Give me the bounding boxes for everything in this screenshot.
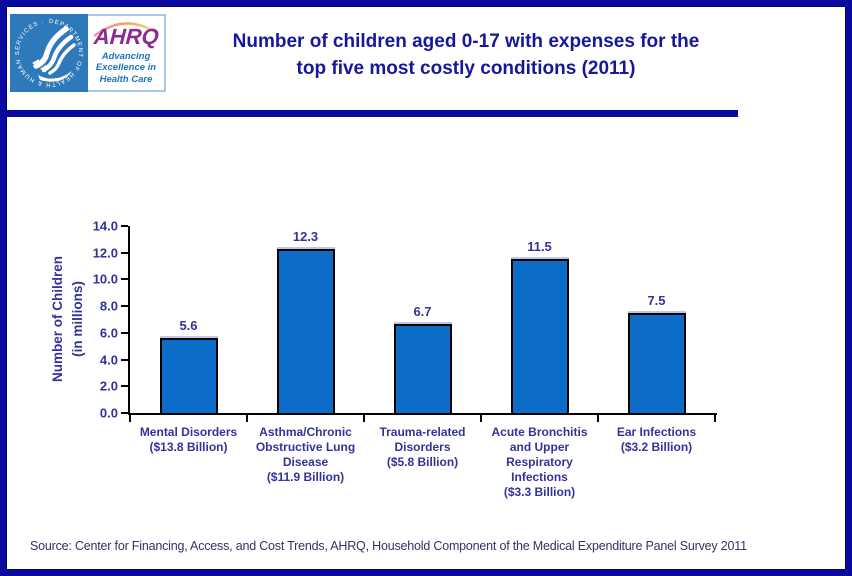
- ahrq-logo: AHRQ Advancing Excellence in Health Care: [88, 14, 166, 92]
- bar-slot: 12.3: [247, 226, 364, 413]
- bar-value-label: 11.5: [527, 239, 552, 255]
- y-axis-tick-label: 8.0: [99, 298, 118, 314]
- x-axis-category-label-line: Trauma-related: [379, 425, 466, 439]
- x-axis-category-label-line: Infections: [511, 470, 568, 484]
- hhs-seal-svg: DEPARTMENT OF HEALTH & HUMAN SERVICES · …: [7, 10, 88, 92]
- y-axis-tick-mark: [121, 385, 128, 388]
- source-note: Source: Center for Financing, Access, an…: [30, 539, 747, 553]
- y-axis-tick-label: 14.0: [92, 218, 118, 234]
- x-axis-line: [128, 413, 717, 415]
- ahrq-tagline: Advancing Excellence in Health Care: [96, 51, 156, 85]
- y-axis-tick-label: 0.0: [99, 405, 118, 421]
- y-axis-tick-mark: [121, 225, 128, 227]
- bar-value-label: 7.5: [647, 292, 666, 308]
- page-title: Number of children aged 0-17 with expens…: [166, 28, 766, 82]
- x-axis-category-label-line: Obstructive Lung: [255, 440, 356, 454]
- x-axis-category-label-line: Ear Infections: [616, 425, 697, 439]
- bar: [510, 259, 569, 413]
- y-axis-tick-label: 10.0: [92, 271, 118, 287]
- x-axis-category-label-line: Asthma/Chronic: [259, 425, 352, 439]
- x-axis-category-label-line: Mental Disorders: [139, 425, 238, 439]
- x-axis-category-label-line: ($3.2 Billion): [620, 440, 693, 454]
- x-axis-tick-mark: [597, 415, 599, 422]
- x-axis-category-label-line: ($3.3 Billion): [503, 485, 576, 499]
- ahrq-acronym-text: AHRQ: [92, 24, 160, 49]
- x-axis-category-label: Acute Bronchitis and Upper Respiratory Infe…: [481, 425, 598, 500]
- x-axis-category-label-line: Disorders: [394, 440, 451, 454]
- x-axis-category-label: Asthma/Chronic Obstructive Lung Disease ($1…: [247, 425, 364, 485]
- bar-value-label: 6.7: [413, 303, 432, 319]
- y-axis-tick-label: 4.0: [99, 352, 118, 368]
- y-axis-tick-mark: [121, 305, 128, 308]
- x-axis-category-label-line: Acute Bronchitis: [491, 425, 588, 439]
- bar: [159, 338, 218, 413]
- bar-slot: 5.6: [130, 226, 247, 413]
- bar-value-label: 12.3: [292, 228, 319, 244]
- x-axis-category-label: Mental Disorders ($13.8 Billion): [130, 425, 247, 455]
- header-logo-block: DEPARTMENT OF HEALTH & HUMAN SERVICES · …: [7, 10, 168, 92]
- ahrq-tagline-line3: Health Care: [99, 73, 153, 85]
- y-axis-tick-label: 6.0: [99, 325, 118, 341]
- y-axis-tick-mark: [121, 278, 128, 281]
- x-axis-tick-mark: [480, 415, 482, 422]
- y-axis-title-line1: Number of Children: [50, 255, 65, 383]
- x-axis-category-label-line: Disease: [282, 455, 329, 469]
- x-axis-category-label: Trauma-related Disorders ($5.8 Billion): [364, 425, 481, 470]
- ahrq-tagline-line1: Advancing: [101, 51, 151, 62]
- y-axis-line: [128, 226, 130, 415]
- bar: [627, 312, 686, 413]
- x-axis-tick-mark: [363, 415, 365, 422]
- y-axis-tick-mark: [121, 358, 128, 361]
- x-axis-category-label-line: and Upper: [509, 440, 570, 454]
- bar-chart-plot-area: 0.0 2.0 4.0 6.0 8.0 10.0 12.0 14.0 5.6 Mental Dis…: [93, 219, 717, 499]
- x-axis-tick-mark: [714, 415, 716, 422]
- y-axis-tick-mark: [121, 251, 128, 254]
- y-axis-tick-mark: [121, 331, 128, 334]
- x-axis-category-label-line: Respiratory: [506, 455, 573, 469]
- ahrq-tagline-line2: Excellence in: [95, 62, 157, 74]
- x-axis-category-label-line: ($11.9 Billion): [266, 470, 345, 484]
- x-axis-category-label: Ear Infections ($3.2 Billion): [598, 425, 715, 455]
- ahrq-rainbow-arc-icon: [93, 22, 159, 37]
- x-axis-tick-mark: [246, 415, 248, 422]
- page-title-line1: Number of children aged 0-17 with expens…: [232, 31, 700, 52]
- bar: [276, 248, 335, 413]
- y-axis-tick-label: 12.0: [92, 245, 118, 261]
- x-axis-tick-mark: [129, 415, 131, 422]
- bar-slot: 7.5: [598, 226, 715, 413]
- bar-slot: 11.5: [481, 226, 598, 413]
- bar-slot: 6.7: [364, 226, 481, 413]
- y-axis-tick-mark: [121, 412, 128, 414]
- y-axis-tick-label: 2.0: [99, 378, 118, 394]
- x-axis-category-label-line: ($5.8 Billion): [386, 455, 459, 469]
- header-divider-bar: [6, 110, 738, 117]
- bar-value-label: 5.6: [179, 318, 198, 334]
- hhs-seal-icon: DEPARTMENT OF HEALTH & HUMAN SERVICES · …: [7, 10, 88, 92]
- page-title-line2: top five most costly conditions (2011): [296, 58, 636, 79]
- x-axis-category-label-line: ($13.8 Billion): [149, 440, 228, 454]
- bar: [393, 323, 452, 413]
